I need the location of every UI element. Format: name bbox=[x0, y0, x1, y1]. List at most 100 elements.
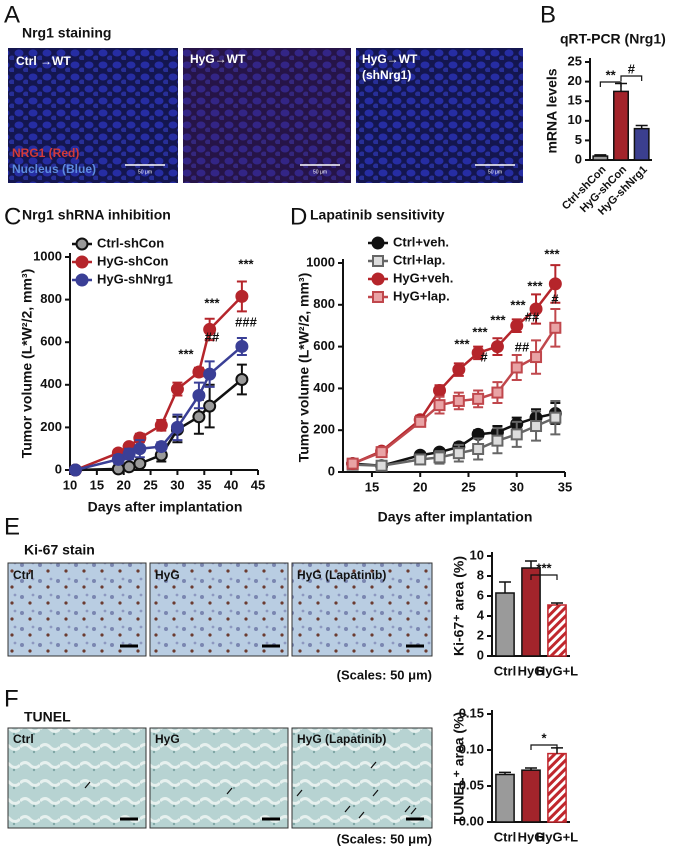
marker bbox=[433, 451, 446, 464]
y-tick-label: 600 bbox=[40, 334, 62, 349]
bar bbox=[633, 127, 650, 161]
y-tick-label: 0 bbox=[55, 461, 62, 476]
bar bbox=[613, 90, 629, 161]
y-tick-label: 600 bbox=[313, 338, 335, 353]
marker bbox=[549, 321, 562, 334]
panel-letter: A bbox=[4, 1, 20, 28]
marker bbox=[491, 434, 504, 447]
marker bbox=[154, 418, 168, 432]
marker bbox=[530, 420, 543, 433]
y-tick-label: 200 bbox=[40, 419, 62, 434]
marker bbox=[192, 388, 206, 402]
micrograph bbox=[7, 562, 147, 657]
y-tick-label: 0 bbox=[477, 647, 484, 662]
image-label: HyG→WT bbox=[190, 52, 246, 66]
significance-bracket bbox=[530, 744, 558, 750]
significance-label: *** bbox=[204, 295, 220, 310]
x-axis-label: Days after implantation bbox=[378, 509, 533, 525]
y-axis-label: Ki-67⁺ area (%) bbox=[451, 556, 467, 656]
x-tick-label: 30 bbox=[170, 477, 184, 492]
marker bbox=[235, 289, 249, 303]
panel-letter: E bbox=[4, 513, 20, 540]
y-tick-label: 0.10 bbox=[459, 741, 484, 756]
marker bbox=[510, 319, 524, 333]
marker bbox=[122, 447, 136, 461]
marker bbox=[510, 428, 523, 441]
marker bbox=[529, 302, 543, 316]
bar bbox=[592, 155, 609, 161]
chart-title: Nrg1 shRNA inhibition bbox=[22, 207, 171, 223]
error-bar bbox=[635, 124, 648, 129]
micrograph bbox=[183, 48, 351, 183]
marker bbox=[433, 399, 446, 412]
marker bbox=[170, 420, 184, 434]
legend-marker bbox=[75, 273, 89, 287]
scale-label: 50 μm bbox=[488, 169, 502, 175]
y-tick-label: 10 bbox=[568, 112, 582, 127]
error-bar bbox=[525, 560, 537, 568]
panel-title: Nrg1 staining bbox=[22, 25, 111, 41]
x-tick-label: HyG bbox=[518, 663, 545, 678]
micrograph bbox=[291, 562, 433, 657]
legend-marker bbox=[75, 237, 89, 251]
panel-letter: D bbox=[290, 203, 307, 230]
bar bbox=[521, 769, 541, 823]
marker bbox=[452, 394, 465, 407]
image-label: (shNrg1) bbox=[362, 68, 411, 82]
micrograph bbox=[7, 727, 147, 829]
y-axis-label: Tumor volume (L*W²/2, mm³) bbox=[296, 273, 312, 463]
marker bbox=[452, 363, 466, 377]
y-tick-label: 6 bbox=[477, 587, 484, 602]
x-tick-label: HyG bbox=[518, 829, 545, 844]
image-label: Ctrl →WT bbox=[16, 54, 71, 68]
tunel-arrows bbox=[84, 761, 417, 819]
bar bbox=[495, 773, 515, 823]
marker bbox=[154, 440, 168, 454]
legend-label: HyG-shNrg1 bbox=[97, 271, 173, 286]
marker bbox=[111, 452, 125, 466]
marker bbox=[346, 457, 359, 470]
significance-label: *** bbox=[527, 278, 543, 293]
significance-label: # bbox=[628, 61, 636, 76]
error-bar bbox=[499, 771, 511, 775]
significance-label: *** bbox=[490, 312, 506, 327]
marker bbox=[235, 339, 249, 353]
significance-label: ## bbox=[515, 339, 530, 354]
panel-letter: C bbox=[4, 203, 21, 230]
significance-label: *** bbox=[238, 256, 254, 271]
x-tick-label: HyG+L bbox=[536, 829, 578, 844]
y-tick-label: 800 bbox=[40, 291, 62, 306]
significance-label: # bbox=[480, 349, 488, 364]
y-tick-label: 200 bbox=[313, 422, 335, 437]
y-tick-label: 10 bbox=[470, 547, 484, 562]
x-tick-label: 15 bbox=[90, 477, 104, 492]
y-tick-label: 1000 bbox=[306, 254, 335, 269]
micrograph bbox=[291, 727, 433, 829]
y-tick-label: 800 bbox=[313, 296, 335, 311]
y-tick-label: 2 bbox=[477, 627, 484, 642]
micrograph bbox=[149, 562, 289, 657]
x-tick-label: 15 bbox=[365, 479, 379, 494]
x-tick-label: 25 bbox=[461, 479, 475, 494]
marker bbox=[471, 346, 485, 360]
marker bbox=[510, 361, 523, 374]
scale-label: 50 μm bbox=[138, 169, 152, 175]
significance-bracket bbox=[620, 75, 643, 81]
significance-label: ** bbox=[606, 67, 617, 82]
x-tick-label: 10 bbox=[63, 477, 77, 492]
marker bbox=[203, 367, 217, 381]
panel-letter: B bbox=[540, 1, 556, 28]
x-tick-label: 25 bbox=[143, 477, 157, 492]
error-bar bbox=[551, 602, 563, 605]
legend-marker bbox=[75, 255, 89, 269]
y-tick-label: 0.05 bbox=[459, 777, 484, 792]
marker bbox=[192, 365, 206, 379]
marker bbox=[414, 415, 427, 428]
legend-label: HyG+veh. bbox=[393, 270, 453, 285]
x-tick-label: 20 bbox=[413, 479, 427, 494]
legend-marker bbox=[371, 272, 385, 286]
marker bbox=[133, 442, 147, 456]
significance-label: *** bbox=[536, 560, 552, 575]
x-tick-label: 45 bbox=[251, 477, 265, 492]
